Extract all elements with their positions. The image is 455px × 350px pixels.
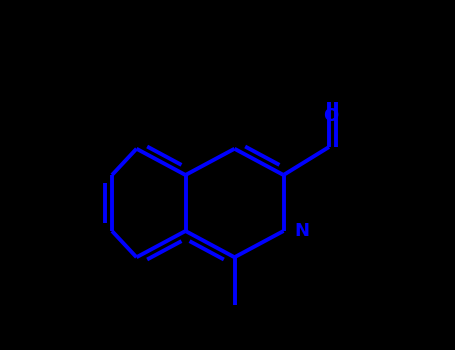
Text: N: N	[294, 222, 309, 240]
Text: O: O	[323, 107, 339, 125]
